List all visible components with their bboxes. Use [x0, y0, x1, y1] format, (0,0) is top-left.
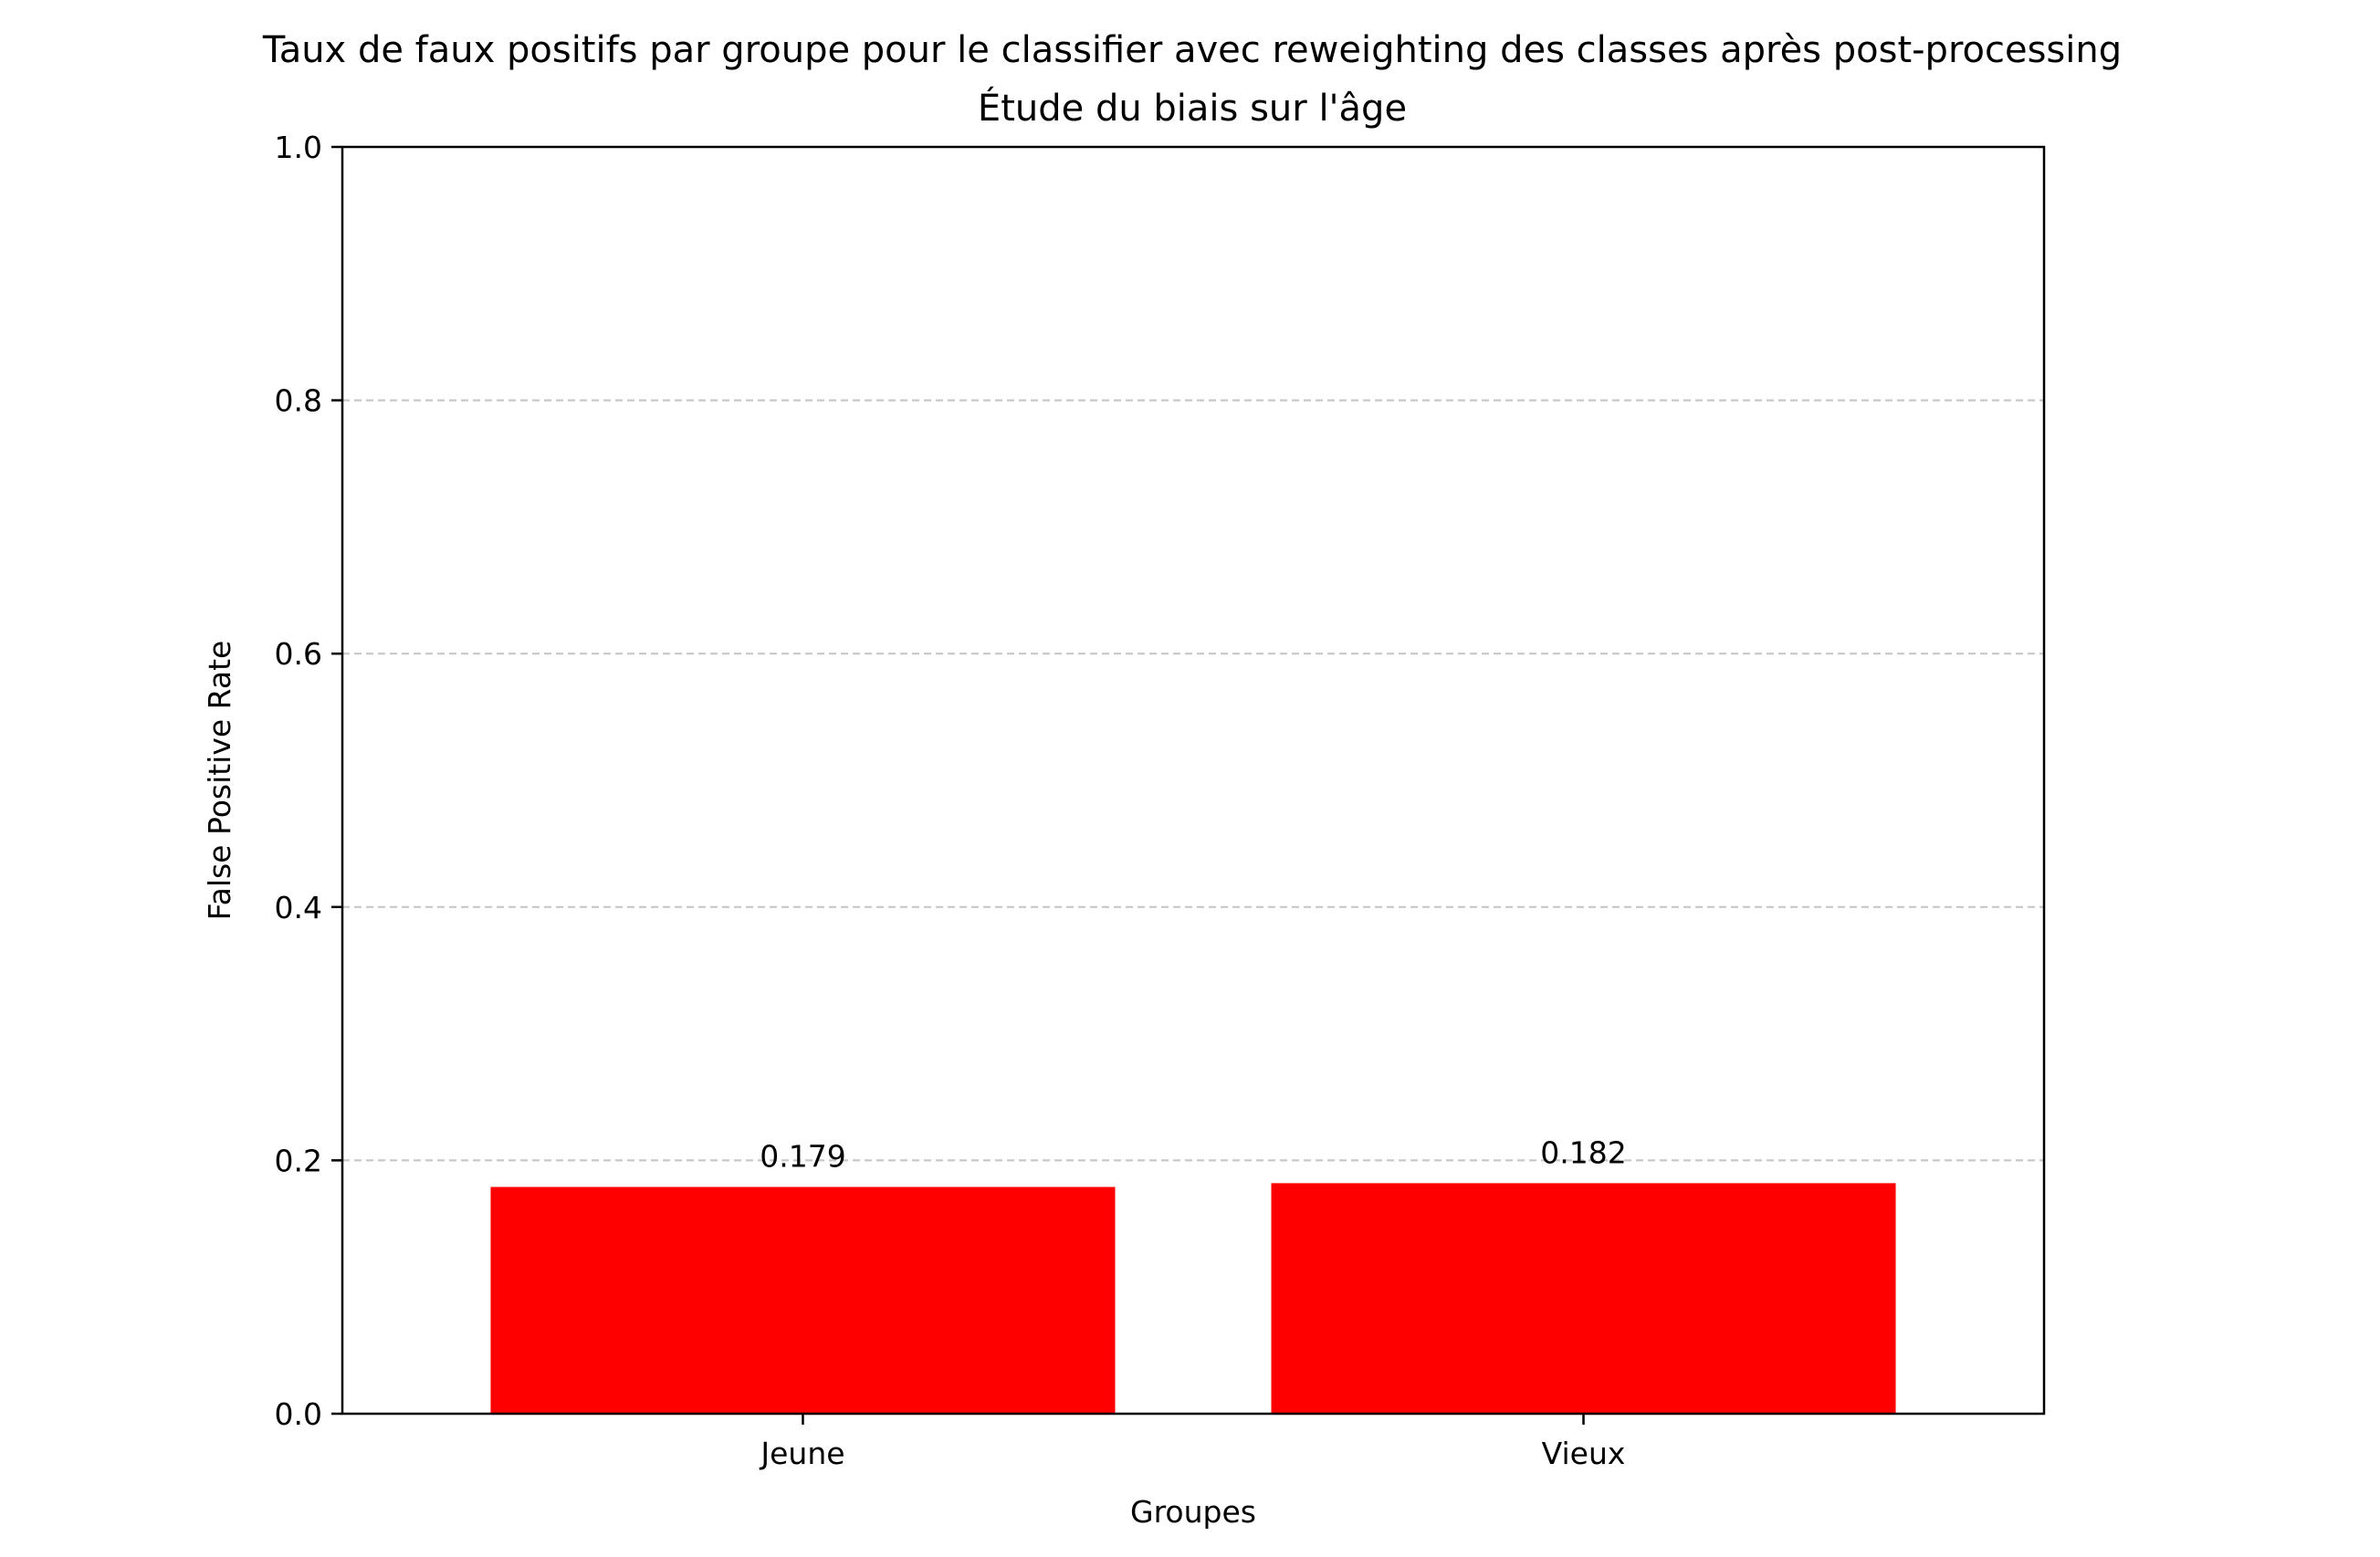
y-axis-ticks: 0.0 0.2 0.4 0.6 0.8 1.0 [275, 130, 342, 1432]
y-tick-label: 0.8 [275, 383, 322, 419]
x-axis-ticks: Jeune Vieux [759, 1414, 1625, 1471]
plot-frame [341, 145, 2046, 1416]
data-label: 0.179 [760, 1139, 845, 1175]
y-tick-label: 0.4 [275, 890, 322, 925]
y-tick-label: 0.6 [275, 636, 322, 672]
gridlines [342, 399, 2044, 1162]
data-labels: 0.179 0.182 [760, 1134, 1627, 1174]
chart-title: Taux de faux positifs par groupe pour le… [262, 29, 2122, 71]
bars [490, 1183, 1896, 1414]
x-axis-label: Groupes [1130, 1494, 1256, 1530]
bar-jeune [490, 1186, 1116, 1414]
y-tick-label: 1.0 [275, 130, 322, 165]
chart-subtitle: Étude du biais sur l'âge [978, 86, 1407, 130]
y-axis-label: False Positive Rate [202, 641, 237, 921]
x-tick-label: Vieux [1542, 1436, 1626, 1471]
data-label: 0.182 [1540, 1134, 1626, 1170]
bar-vieux [1271, 1183, 1896, 1414]
y-tick-label: 0.2 [275, 1143, 322, 1178]
x-tick-label: Jeune [759, 1436, 844, 1471]
y-tick-label: 0.0 [275, 1396, 322, 1432]
